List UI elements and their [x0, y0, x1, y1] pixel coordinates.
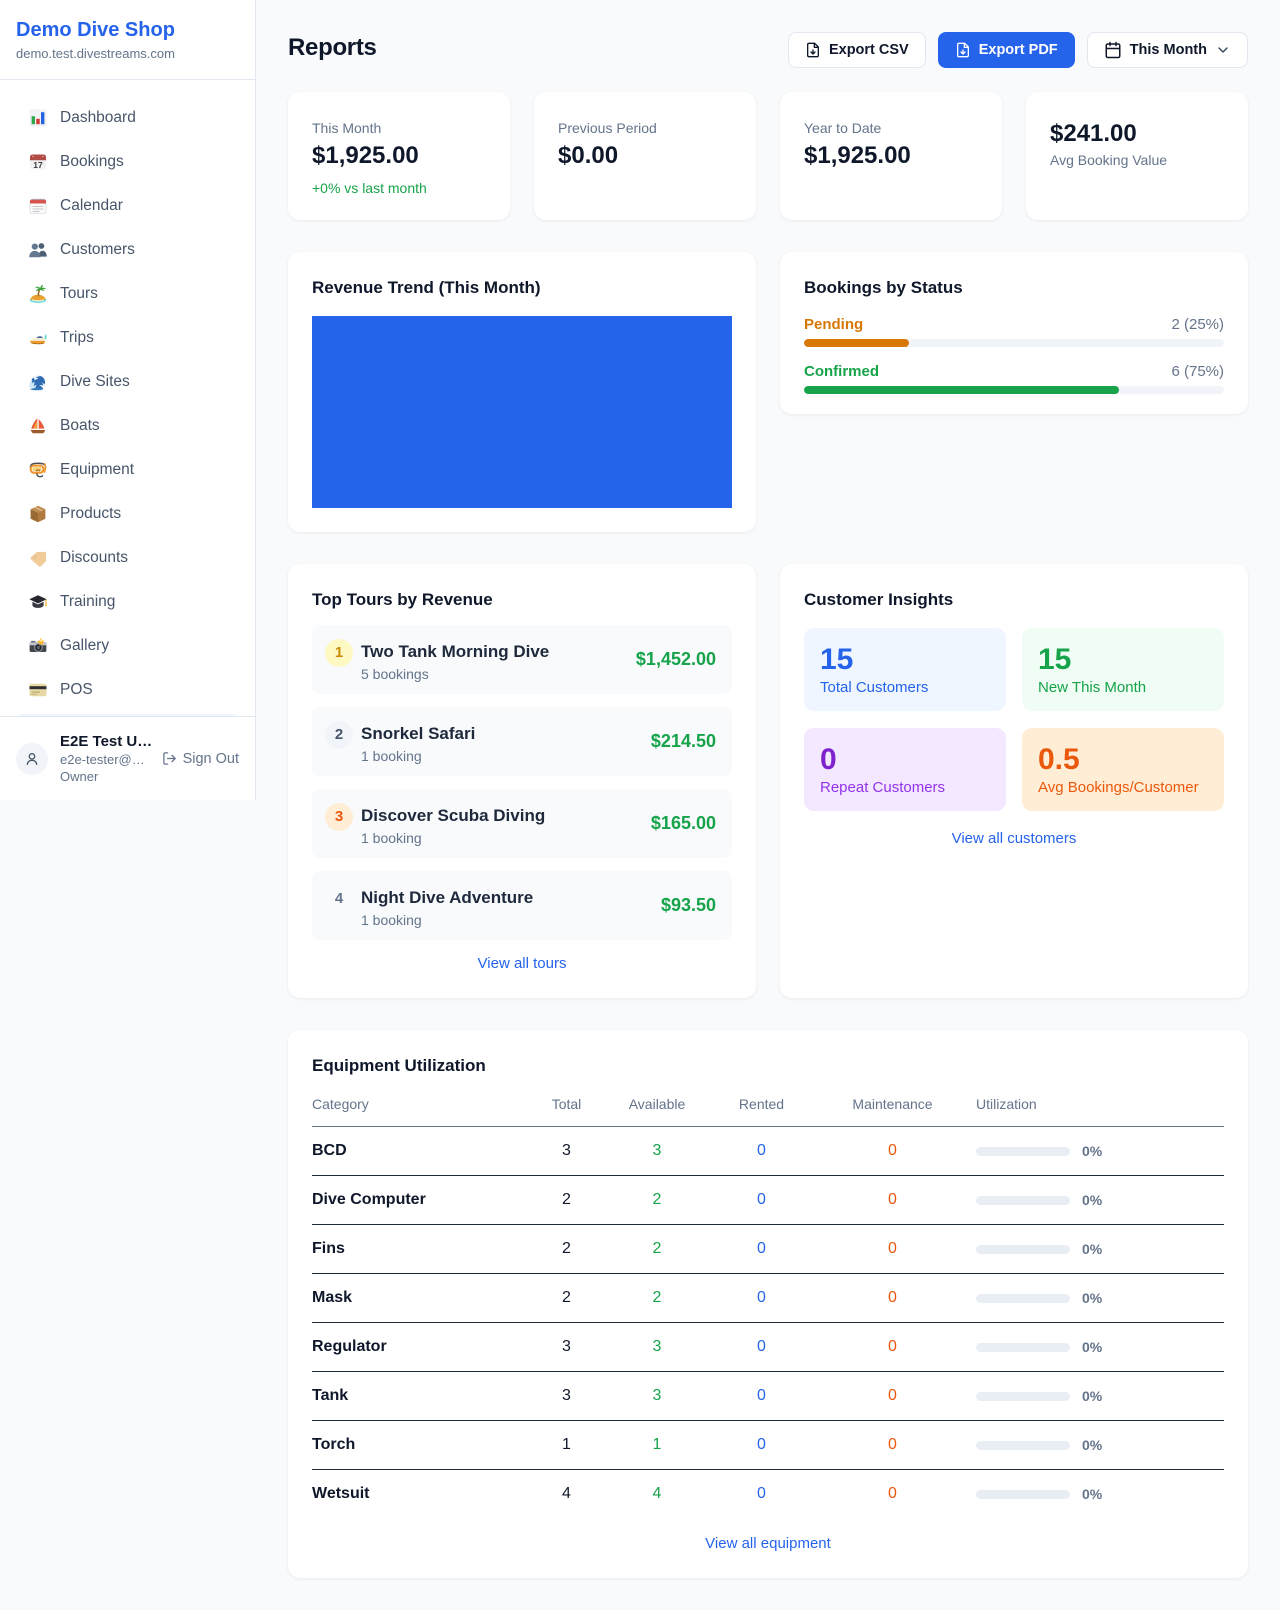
svg-text:17: 17 — [33, 160, 43, 170]
